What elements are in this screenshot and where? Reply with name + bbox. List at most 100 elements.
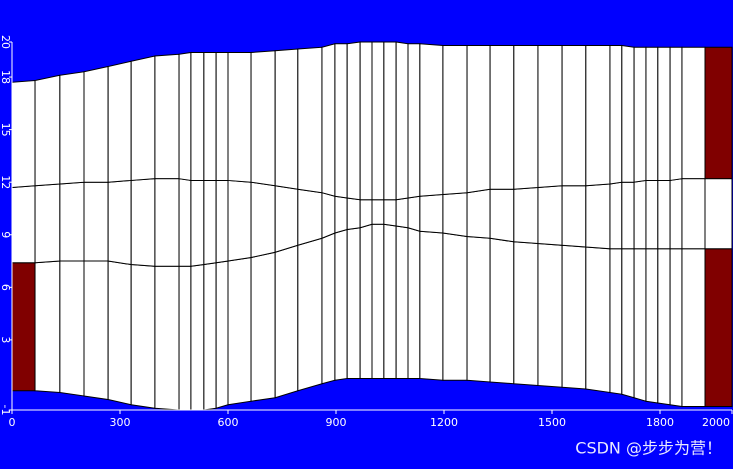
mesh-cell — [359, 41, 373, 201]
mesh-cell — [645, 46, 659, 181]
mesh-cell — [419, 193, 444, 234]
mesh-cell — [704, 248, 733, 407]
mesh-cell — [537, 45, 563, 188]
mesh-cell — [395, 225, 409, 379]
y-tick-label: 6 — [0, 284, 12, 291]
mesh-cell — [11, 185, 36, 264]
mesh-cell — [346, 227, 361, 379]
mesh-cell — [371, 41, 385, 201]
y-tick-label: 3 — [0, 336, 12, 343]
mesh-cell — [11, 262, 36, 392]
mesh-cell — [154, 53, 180, 180]
mesh-cell — [561, 185, 587, 248]
mesh-cell — [250, 50, 276, 187]
x-tick-label: 300 — [110, 416, 131, 429]
mesh-cell — [334, 228, 348, 381]
x-tick-label: 1500 — [538, 416, 566, 429]
mesh-cell — [489, 45, 515, 190]
x-tick-label: 600 — [218, 416, 239, 429]
mesh-cell — [419, 43, 444, 197]
mesh-cell — [154, 178, 180, 267]
x-tick-label: 2000 — [702, 416, 730, 429]
mesh-cell — [178, 265, 192, 411]
mesh-cell — [609, 45, 623, 185]
mesh-cell — [681, 178, 706, 250]
mesh-cell — [681, 248, 706, 407]
mesh-cell — [585, 246, 611, 394]
mesh-cell — [274, 185, 299, 253]
mesh-cell — [178, 51, 192, 182]
mesh-cell — [371, 223, 385, 379]
mesh-cell — [407, 227, 421, 379]
x-tick-label: 900 — [326, 416, 347, 429]
mesh-cell — [537, 242, 563, 388]
mesh-cell — [621, 248, 635, 399]
mesh-cell — [321, 232, 336, 385]
mesh-cell — [489, 237, 515, 385]
mesh-cell — [274, 48, 299, 190]
mesh-cell — [130, 178, 156, 267]
mesh-cell — [561, 45, 587, 187]
mesh-cell — [321, 43, 336, 197]
mesh-cell — [395, 197, 409, 229]
mesh-cell — [297, 46, 323, 194]
mesh-cell — [669, 178, 683, 250]
mesh-cell — [633, 248, 647, 402]
y-tick-label: 20 — [0, 35, 12, 49]
mesh-cell — [346, 197, 361, 231]
mesh-cell — [130, 55, 156, 181]
mesh-cell — [59, 71, 85, 185]
mesh-cell — [203, 262, 217, 411]
mesh-cell — [215, 179, 229, 264]
mesh-cell — [190, 52, 205, 181]
mesh-cell — [621, 181, 635, 250]
y-tick-label: 15 — [0, 123, 12, 137]
mesh-cell — [395, 41, 409, 201]
mesh-cell — [585, 45, 611, 187]
mesh-cell — [489, 188, 515, 243]
mesh-cell — [59, 181, 85, 262]
mesh-cell — [190, 179, 205, 267]
mesh-cell — [466, 45, 491, 194]
mesh-cell — [681, 46, 706, 180]
mesh-cell — [227, 52, 252, 183]
mesh-cell — [334, 195, 348, 234]
mesh-cell — [383, 199, 397, 227]
mesh-cell — [407, 43, 421, 199]
mesh-cell — [537, 185, 563, 246]
mesh-cell — [250, 251, 276, 402]
mesh-cell — [359, 223, 373, 379]
mesh-cell — [227, 256, 252, 406]
mesh-cell — [371, 199, 385, 225]
mesh-cell — [704, 178, 733, 250]
y-tick-label: -1 — [0, 405, 12, 416]
mesh-cell — [669, 46, 683, 182]
mesh-cell — [442, 45, 468, 195]
mesh-cell — [250, 181, 276, 259]
x-tick-label: 0 — [9, 416, 16, 429]
mesh-cell — [154, 265, 180, 411]
mesh-cell — [34, 74, 61, 187]
mesh-cell — [442, 232, 468, 381]
mesh-cell — [633, 46, 647, 183]
mesh-cell — [215, 260, 229, 409]
mesh-cell — [178, 178, 192, 267]
mesh-cell — [609, 181, 623, 250]
mesh-cell — [466, 235, 491, 383]
x-tick-label: 1800 — [646, 416, 674, 429]
mesh-cell — [334, 43, 348, 199]
mesh-cell — [633, 179, 647, 250]
mesh-cell — [561, 244, 587, 390]
mesh-cell — [107, 60, 132, 183]
mesh-cell — [34, 260, 61, 394]
mesh-cell — [645, 179, 659, 250]
mesh-cell — [83, 181, 109, 262]
mesh-cell — [274, 244, 299, 399]
mesh-cell — [359, 199, 373, 229]
mesh-cell — [657, 46, 671, 181]
mesh-cell — [407, 195, 421, 232]
y-tick-label: 9 — [0, 231, 12, 238]
mesh-cell — [645, 248, 659, 404]
mesh-cell — [609, 248, 623, 395]
mesh-cell — [203, 179, 217, 266]
